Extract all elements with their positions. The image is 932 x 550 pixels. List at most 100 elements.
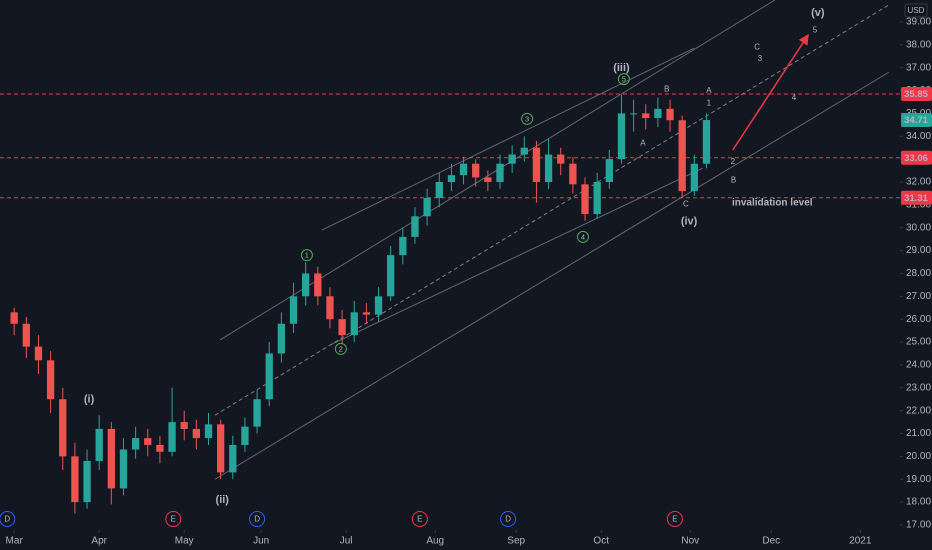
annotation: 2	[339, 344, 343, 353]
last-price-label: 34.71	[904, 115, 928, 126]
y-tick-label: 39.00	[906, 17, 931, 28]
candle-body	[374, 296, 383, 315]
y-tick-label: 20.00	[906, 451, 931, 462]
candle-body	[569, 163, 577, 185]
level-label: 35.85	[904, 89, 928, 100]
event-label: D	[505, 515, 511, 524]
trendline	[214, 71, 889, 480]
y-tick-label: 37.00	[906, 62, 931, 73]
candle-body	[411, 216, 419, 237]
candle-body	[423, 198, 431, 217]
event-label: E	[672, 515, 677, 524]
event-marker	[0, 511, 16, 527]
annotation: 1	[305, 251, 309, 260]
wave-circle	[617, 73, 630, 86]
annotation: C	[683, 200, 689, 209]
candle-body	[399, 236, 407, 256]
candle-body	[95, 428, 103, 461]
candle-body	[217, 424, 225, 473]
candle-body	[192, 428, 200, 439]
candle-body	[338, 319, 346, 336]
y-tick-label: 32.00	[906, 177, 931, 188]
candle-body	[314, 273, 322, 297]
x-tick-label: Dec	[762, 536, 780, 547]
y-tick-label: 19.00	[906, 474, 931, 485]
trendline	[321, 47, 695, 231]
level-label-box	[901, 190, 932, 205]
y-tick-label: 28.00	[906, 268, 931, 279]
last-price-label-box	[901, 113, 932, 128]
candle-body	[46, 360, 55, 400]
candle-body	[678, 120, 686, 192]
annotation: B	[731, 175, 736, 184]
candle-body	[532, 147, 541, 183]
candle-body	[472, 163, 480, 178]
annotation: 3	[758, 54, 763, 63]
candle-body	[59, 399, 67, 457]
level-label: 31.31	[904, 193, 928, 204]
candle-body	[642, 113, 650, 118]
x-tick-label: Oct	[593, 536, 609, 547]
x-tick-label: Jun	[253, 536, 269, 547]
wave-circle	[300, 249, 313, 262]
x-tick-label: May	[175, 536, 194, 547]
annotation: (v)	[811, 7, 825, 19]
candle-body	[229, 444, 237, 473]
candle-body	[544, 154, 553, 183]
x-tick-label: Nov	[681, 536, 699, 547]
annotation: 5	[813, 26, 818, 35]
level-label: 33.06	[904, 153, 928, 164]
candle-body	[277, 323, 286, 354]
candle-body	[629, 113, 638, 115]
candle-body	[253, 399, 261, 427]
x-tick-label: Jul	[340, 536, 353, 547]
annotation: 4	[581, 232, 585, 241]
plot-area: (i) (ii) (iii) (iv) (v) 1 2 3 4 5 1 2 3 4 5 A B C A B Cinval…	[0, 0, 900, 527]
event-label: E	[417, 515, 422, 524]
y-tick-label: 17.00	[906, 520, 931, 531]
candle-body	[241, 426, 249, 445]
candle-body	[581, 184, 589, 215]
annotation: invalidation level	[732, 198, 813, 209]
trendline	[214, 4, 889, 416]
level-label-box	[901, 150, 932, 165]
candle-body	[702, 120, 711, 164]
event-label: D	[254, 515, 260, 524]
candle-body	[168, 422, 176, 452]
candle-body	[690, 163, 698, 192]
annotation: A	[640, 139, 646, 148]
event-marker	[500, 511, 517, 527]
x-tick-label: Aug	[426, 536, 444, 547]
y-tick-label: 29.00	[906, 245, 931, 256]
event-marker	[249, 511, 266, 527]
trendline	[329, 167, 703, 346]
y-tick-label: 38.00	[906, 39, 931, 50]
y-tick-label: 26.00	[906, 314, 931, 325]
candle-body	[484, 177, 492, 183]
candle-body	[666, 108, 674, 121]
candle-body	[496, 163, 504, 183]
candle-body	[435, 182, 443, 199]
y-tick-label: 21.00	[906, 428, 931, 439]
wave-circle	[334, 342, 347, 355]
candle-body	[459, 163, 468, 176]
candle-body	[520, 147, 528, 155]
x-tick-label: Sep	[507, 536, 525, 547]
projection-arrow	[732, 33, 809, 151]
y-tick-label: 25.00	[906, 337, 931, 348]
y-tick-label: 22.00	[906, 405, 931, 416]
event-marker	[165, 511, 182, 527]
candle-body	[557, 154, 565, 164]
candle-body	[107, 428, 115, 489]
event-label: D	[4, 515, 10, 524]
axes: 17.00 18.00 19.00 20.00 21.00 22.00 23.00 24.00…	[6, 3, 932, 547]
candle-body	[265, 353, 273, 400]
candle-body	[83, 460, 91, 503]
annotation: A	[706, 86, 712, 95]
candle-body	[180, 422, 188, 429]
candle-body	[326, 296, 334, 320]
candle-body	[119, 449, 128, 489]
event-marker	[666, 511, 683, 527]
currency: USD	[908, 6, 925, 15]
